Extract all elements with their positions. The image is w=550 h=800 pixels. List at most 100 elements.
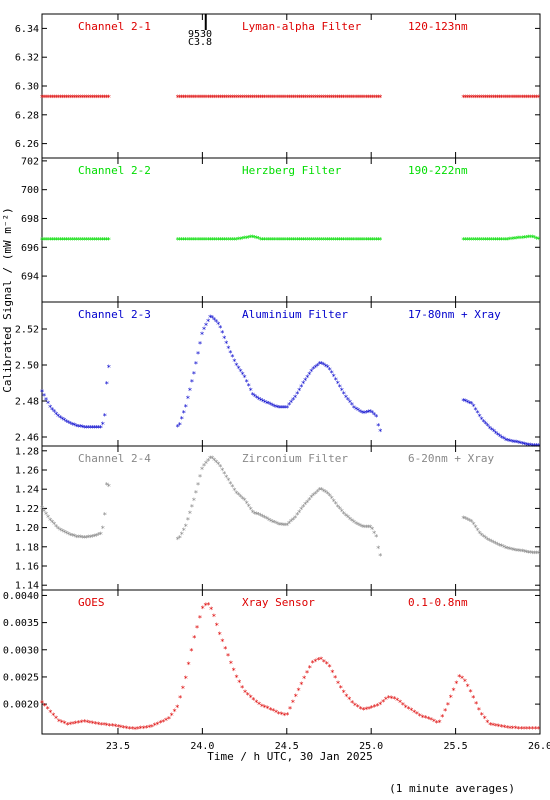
data-point: * <box>358 522 363 531</box>
data-point: * <box>301 380 306 389</box>
data-point: * <box>506 545 511 554</box>
data-point: * <box>483 420 488 429</box>
data-point: * <box>356 94 361 103</box>
data-point: * <box>248 234 253 243</box>
data-point: * <box>74 422 79 431</box>
data-point: * <box>487 537 492 546</box>
data-point: * <box>78 534 83 543</box>
data-point: * <box>497 236 502 245</box>
data-point: * <box>183 523 188 532</box>
data-point: * <box>240 684 245 693</box>
data-point: * <box>242 497 247 506</box>
data-point: * <box>491 236 496 245</box>
data-point: * <box>352 236 357 245</box>
data-point: * <box>224 340 229 349</box>
data-point: * <box>362 94 367 103</box>
data-point: * <box>245 691 250 700</box>
data-point: * <box>479 94 484 103</box>
y-tick-label: 694 <box>21 272 39 283</box>
data-point: * <box>339 386 344 395</box>
data-point: * <box>518 440 523 449</box>
data-point: * <box>86 534 91 543</box>
data-point: * <box>471 94 476 103</box>
channel-label: Channel 2-4 <box>78 452 151 465</box>
data-point: * <box>234 674 239 683</box>
data-point: * <box>259 702 264 711</box>
data-point: * <box>51 711 56 720</box>
data-point: * <box>268 517 273 526</box>
data-point: * <box>311 236 316 245</box>
data-point: * <box>530 94 535 103</box>
data-point: * <box>502 724 507 733</box>
data-point: * <box>301 236 306 245</box>
data-point: * <box>183 236 188 245</box>
data-point: * <box>181 94 186 103</box>
data-point: * <box>266 516 271 525</box>
data-point: * <box>185 94 190 103</box>
band-label: 190-222nm <box>408 164 468 177</box>
data-point: * <box>72 422 77 431</box>
data-point: * <box>347 696 352 705</box>
data-point: * <box>465 236 470 245</box>
data-point: * <box>309 94 314 103</box>
data-point: * <box>76 94 81 103</box>
data-point: * <box>368 408 373 417</box>
data-point: * <box>501 544 506 553</box>
data-point: * <box>208 314 213 323</box>
data-point: * <box>290 699 295 708</box>
data-point: * <box>48 94 53 103</box>
filter-label: Aluminium Filter <box>242 308 348 321</box>
data-point: * <box>368 94 373 103</box>
data-point: * <box>479 416 484 425</box>
data-point: * <box>493 540 498 549</box>
data-point: * <box>244 234 249 243</box>
data-point: * <box>329 236 334 245</box>
data-point: * <box>204 94 209 103</box>
data-point: * <box>68 420 73 429</box>
data-point: * <box>264 94 269 103</box>
data-point: * <box>248 94 253 103</box>
data-point: * <box>323 94 328 103</box>
data-point: * <box>409 707 414 716</box>
channel-label: Channel 2-1 <box>78 20 151 33</box>
data-point: * <box>172 708 177 717</box>
data-point: * <box>386 694 391 703</box>
data-point: * <box>323 362 328 371</box>
data-point: * <box>520 547 525 556</box>
data-point: * <box>222 334 227 343</box>
data-point: * <box>487 236 492 245</box>
data-point: * <box>192 370 197 379</box>
data-point: * <box>307 496 312 505</box>
data-point: * <box>528 94 533 103</box>
data-point: * <box>244 94 249 103</box>
y-tick-label: 702 <box>21 156 39 167</box>
data-point: * <box>48 236 53 245</box>
data-point: * <box>358 94 363 103</box>
data-point: * <box>473 406 478 415</box>
y-tick-label: 1.14 <box>15 581 39 592</box>
data-point: * <box>104 380 109 389</box>
data-point: * <box>467 94 472 103</box>
data-point: * <box>364 409 369 418</box>
data-point: * <box>158 719 163 728</box>
data-point: * <box>94 424 99 433</box>
data-point: * <box>277 94 282 103</box>
data-point: * <box>279 521 284 530</box>
data-point: * <box>90 94 95 103</box>
data-point: * <box>210 314 215 323</box>
flare-id-annotation: 9530 <box>188 29 212 40</box>
data-point: * <box>242 94 247 103</box>
data-point: * <box>275 404 280 413</box>
filter-label: Xray Sensor <box>242 596 315 609</box>
data-point: * <box>84 94 89 103</box>
data-point: * <box>106 236 111 245</box>
data-point: * <box>169 711 174 720</box>
data-point: * <box>212 236 217 245</box>
data-point: * <box>533 725 538 734</box>
data-point: * <box>230 353 235 362</box>
data-point: * <box>364 94 369 103</box>
data-point: * <box>506 94 511 103</box>
data-point: * <box>319 486 324 495</box>
data-point: * <box>295 94 300 103</box>
y-tick-label: 700 <box>21 185 39 196</box>
